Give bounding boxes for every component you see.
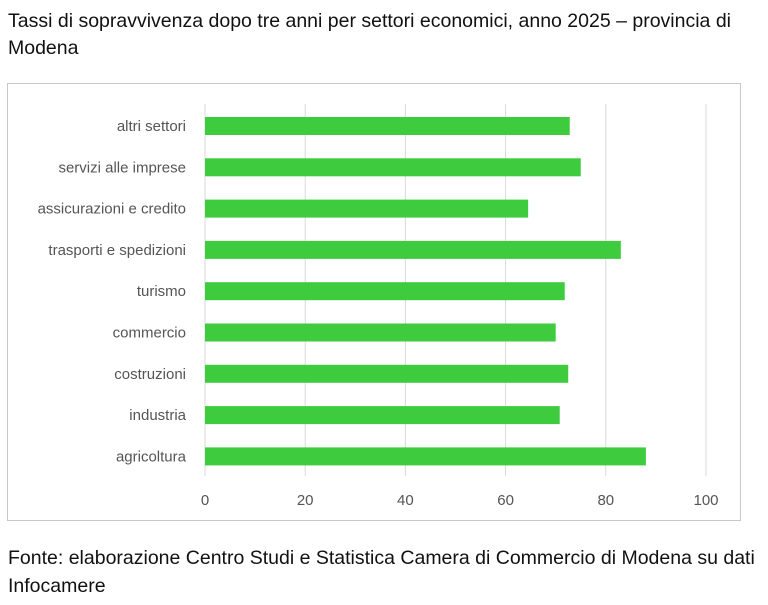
bar-costruzioni [205, 364, 569, 383]
x-tick-label: 40 [397, 492, 414, 509]
category-label: altri settori [117, 118, 186, 135]
category-label: servizi alle imprese [58, 159, 186, 176]
category-label: industria [129, 407, 186, 424]
bar-altri-settori [205, 117, 570, 135]
category-label: assicurazioni e credito [38, 201, 186, 218]
category-label: commercio [113, 325, 186, 342]
chart-title: Tassi di sopravvivenza dopo tre anni per… [8, 10, 731, 59]
category-labels: altri settori servizi alle imprese assicur… [38, 118, 187, 465]
category-label: trasporti e spedizioni [48, 242, 186, 259]
bar-industria [205, 406, 560, 425]
category-label: agricoltura [116, 448, 187, 465]
bars [205, 117, 646, 466]
category-label: turismo [137, 283, 186, 300]
category-label: costruzioni [114, 366, 186, 383]
bar-trasporti-e-spedizioni [205, 240, 621, 259]
bar-agricoltura [205, 447, 646, 466]
bar-servizi-alle-imprese [205, 158, 581, 177]
bar-commercio [205, 323, 556, 342]
source-note: Fonte: elaborazione Centro Studi e Stati… [8, 547, 755, 597]
x-tick-label: 60 [497, 492, 514, 509]
x-tick-label: 100 [693, 492, 718, 509]
bar-turismo [205, 282, 565, 301]
chart-area: altri settori servizi alle imprese assicur… [7, 83, 741, 521]
bar-chart: altri settori servizi alle imprese assicur… [38, 104, 719, 509]
bar-assicurazioni-e-credito [205, 199, 529, 218]
x-tick-label: 20 [297, 492, 314, 509]
x-tick-label: 0 [201, 492, 209, 509]
x-tick-labels: 0 20 40 60 80 100 [201, 492, 719, 509]
x-tick-label: 80 [597, 492, 614, 509]
